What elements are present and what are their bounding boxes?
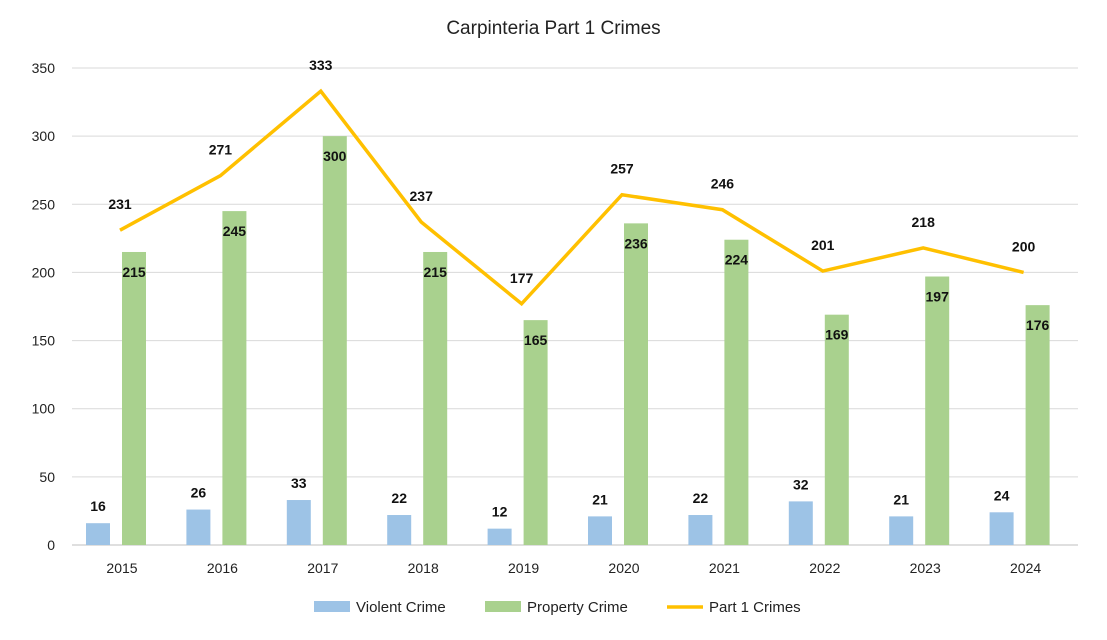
x-tick-label: 2016 bbox=[207, 560, 238, 576]
data-label-property: 224 bbox=[725, 252, 749, 268]
bar-violent-crime bbox=[86, 523, 110, 545]
bar-property-crime bbox=[423, 251, 448, 545]
legend-swatch-property bbox=[485, 601, 521, 612]
data-label-property: 165 bbox=[524, 332, 548, 348]
data-label-part1: 237 bbox=[410, 188, 434, 204]
bar-property-crime bbox=[322, 136, 347, 545]
x-tick-label: 2015 bbox=[106, 560, 137, 576]
bar-property-crime bbox=[222, 211, 247, 545]
data-label-property: 215 bbox=[122, 264, 146, 280]
x-tick-label: 2023 bbox=[910, 560, 941, 576]
y-tick-label: 150 bbox=[32, 333, 56, 349]
legend-label-violent: Violent Crime bbox=[356, 599, 446, 616]
data-label-violent: 24 bbox=[994, 487, 1010, 503]
y-axis-ticks: 0 50 100 150 200 250 300 350 bbox=[32, 60, 56, 553]
x-tick-label: 2018 bbox=[408, 560, 439, 576]
data-label-property: 197 bbox=[926, 289, 950, 305]
grid-lines bbox=[72, 67, 1078, 546]
y-tick-label: 350 bbox=[32, 60, 56, 76]
legend: Violent Crime Property Crime Part 1 Crimes bbox=[314, 599, 801, 616]
bar-property-crime bbox=[624, 223, 648, 545]
y-tick-label: 250 bbox=[32, 196, 56, 212]
data-label-part1: 231 bbox=[108, 196, 132, 212]
x-axis-ticks: 2015 2016 2017 2018 2019 2020 2021 2022 2023 2024 bbox=[106, 560, 1041, 576]
data-label-property: 236 bbox=[624, 235, 648, 251]
data-label-property: 300 bbox=[323, 148, 347, 164]
data-label-property: 176 bbox=[1026, 317, 1050, 333]
y-tick-label: 300 bbox=[32, 128, 56, 144]
data-labels: 16 215 26 245 33 300 22 215 12 165 21 236 22 224 32 169… bbox=[90, 57, 1049, 519]
data-label-property: 215 bbox=[424, 264, 448, 280]
x-tick-label: 2022 bbox=[809, 560, 840, 576]
data-label-part1: 257 bbox=[610, 161, 634, 177]
data-label-part1: 333 bbox=[309, 57, 333, 73]
data-label-part1: 177 bbox=[510, 270, 534, 286]
bar-property-crime bbox=[824, 314, 849, 545]
bar-property-crime bbox=[724, 239, 749, 545]
bar-violent-crime bbox=[387, 515, 412, 545]
chart-title: Carpinteria Part 1 Crimes bbox=[446, 18, 661, 39]
x-tick-label: 2017 bbox=[307, 560, 338, 576]
data-label-violent: 33 bbox=[291, 475, 307, 491]
bar-violent-crime bbox=[186, 509, 211, 545]
bar-property-crime bbox=[925, 276, 950, 545]
data-label-violent: 32 bbox=[793, 476, 809, 492]
x-tick-label: 2020 bbox=[608, 560, 639, 576]
y-tick-label: 0 bbox=[47, 537, 55, 553]
y-tick-label: 100 bbox=[32, 401, 56, 417]
data-label-part1: 200 bbox=[1012, 238, 1036, 254]
legend-swatch-violent bbox=[314, 601, 350, 612]
y-tick-label: 50 bbox=[39, 469, 55, 485]
x-tick-label: 2024 bbox=[1010, 560, 1041, 576]
bar-violent-crime bbox=[688, 515, 713, 545]
bar-violent-crime bbox=[487, 528, 512, 545]
bar-violent-crime bbox=[788, 501, 813, 545]
data-label-property: 169 bbox=[825, 327, 849, 343]
data-label-violent: 22 bbox=[693, 490, 709, 506]
bar-property-crime bbox=[1025, 305, 1050, 545]
data-label-violent: 22 bbox=[391, 490, 407, 506]
legend-label-part1: Part 1 Crimes bbox=[709, 599, 801, 616]
data-label-part1: 271 bbox=[209, 142, 233, 158]
part1-line bbox=[119, 88, 1025, 307]
data-label-part1: 218 bbox=[912, 214, 936, 230]
data-label-violent: 16 bbox=[90, 498, 106, 514]
x-tick-label: 2021 bbox=[709, 560, 740, 576]
data-label-violent: 21 bbox=[592, 491, 608, 507]
bar-violent-crime bbox=[889, 516, 914, 545]
data-label-violent: 26 bbox=[191, 485, 207, 501]
bar-property-crime bbox=[122, 251, 146, 545]
bars bbox=[86, 136, 1050, 545]
bar-violent-crime bbox=[588, 516, 612, 545]
x-tick-label: 2019 bbox=[508, 560, 539, 576]
bar-property-crime bbox=[523, 320, 548, 545]
data-label-part1: 201 bbox=[811, 237, 835, 253]
y-tick-label: 200 bbox=[32, 264, 56, 280]
data-label-property: 245 bbox=[223, 223, 247, 239]
data-label-part1: 246 bbox=[711, 176, 735, 192]
bar-violent-crime bbox=[286, 500, 311, 545]
line-part1-crimes bbox=[119, 88, 1025, 307]
bar-violent-crime bbox=[989, 512, 1014, 545]
data-label-violent: 21 bbox=[893, 491, 909, 507]
legend-label-property: Property Crime bbox=[527, 599, 628, 616]
data-label-violent: 12 bbox=[492, 504, 508, 520]
